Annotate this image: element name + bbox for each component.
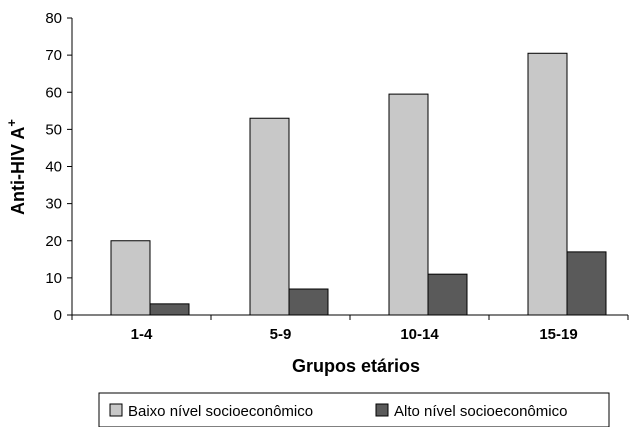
bar-10-14-series-1 (427, 273, 468, 316)
bar-15-19-series-0 (527, 52, 568, 316)
bar-5-9-series-1 (288, 288, 329, 316)
bar-1-4-series-1 (149, 303, 190, 316)
y-tick-label-70: 70 (45, 47, 62, 64)
legend-label-baixo: Baixo nível socioeconômico (128, 403, 313, 420)
y-tick-label-60: 60 (45, 84, 62, 101)
y-axis-title-superscript: + (4, 119, 19, 127)
legend-swatch-baixo (109, 403, 123, 417)
bar-5-9-series-0 (249, 117, 290, 316)
x-tick-label-5-9: 5-9 (270, 326, 292, 343)
y-axis-title: Anti-HIV A+ (4, 119, 28, 215)
legend-swatch-alto (375, 403, 389, 417)
x-tick-label-15-19: 15-19 (539, 326, 577, 343)
x-axis: 1-4 5-9 10-14 15-19 (71, 314, 629, 343)
legend-label-alto: Alto nível socioeconômico (394, 403, 567, 420)
legend-frame (98, 392, 610, 427)
y-tick-label-50: 50 (45, 121, 62, 138)
bar-15-19-series-1 (566, 251, 607, 316)
x-tick-label-10-14: 10-14 (400, 326, 439, 343)
y-tick-label-0: 0 (54, 307, 62, 324)
bars (110, 52, 607, 316)
y-axis: 0 10 20 30 40 50 60 70 80 (45, 10, 73, 324)
y-tick-label-20: 20 (45, 233, 62, 250)
y-tick-label-30: 30 (45, 196, 62, 213)
bar-1-4-series-0 (110, 240, 151, 316)
y-tick-label-40: 40 (45, 159, 62, 176)
bar-10-14-series-0 (388, 93, 429, 316)
x-axis-title: Grupos etários (292, 356, 420, 376)
y-tick-label-10: 10 (45, 270, 62, 287)
x-tick-label-1-4: 1-4 (131, 326, 153, 343)
y-tick-label-80: 80 (45, 10, 62, 27)
legend: Baixo nível socioeconômico Alto nível so… (98, 392, 610, 427)
